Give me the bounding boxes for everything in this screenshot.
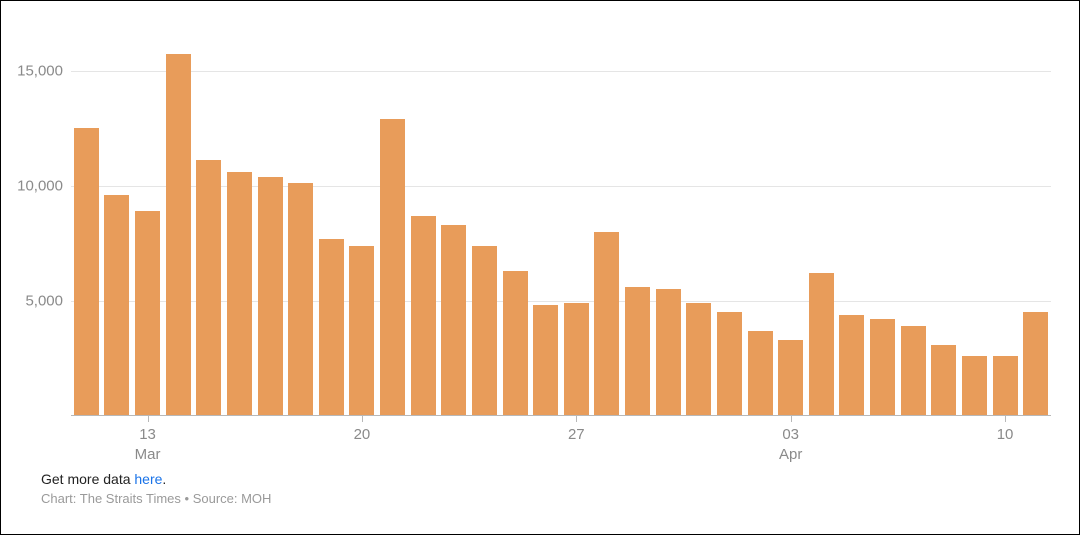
y-tick-label: 15,000: [17, 62, 63, 79]
footer-text-after: .: [162, 471, 166, 487]
bar-slot: [377, 36, 408, 416]
bar: [717, 312, 742, 416]
x-tick: [148, 416, 149, 422]
bar: [594, 232, 619, 416]
bar-slot: [530, 36, 561, 416]
bar-slot: [959, 36, 990, 416]
bar-slot: [592, 36, 623, 416]
bar-slot: [194, 36, 225, 416]
bar: [656, 289, 681, 416]
bar-slot: 03Apr: [775, 36, 806, 416]
x-tick: [362, 416, 363, 422]
bar-slot: [929, 36, 960, 416]
bar-slot: 20: [347, 36, 378, 416]
bar-slot: [285, 36, 316, 416]
bar: [319, 239, 344, 416]
bar: [564, 303, 589, 416]
x-tick-day: 13: [139, 426, 156, 443]
bar: [870, 319, 895, 416]
bar-slot: [469, 36, 500, 416]
bars-container: 13Mar 20 27 03Apr 10: [71, 36, 1051, 416]
bar: [809, 273, 834, 416]
bar: [931, 345, 956, 416]
bar-slot: [837, 36, 868, 416]
bar-slot: [163, 36, 194, 416]
footer-link[interactable]: here: [134, 471, 162, 487]
bar-slot: [316, 36, 347, 416]
bar-slot: 13Mar: [132, 36, 163, 416]
bar-slot: [224, 36, 255, 416]
bar: [258, 177, 283, 417]
x-tick-day: 27: [568, 426, 585, 443]
x-tick: [791, 416, 792, 422]
bar: [1023, 312, 1048, 416]
bar-slot: [408, 36, 439, 416]
footer-text-before: Get more data: [41, 471, 134, 487]
y-tick-label: 5,000: [25, 292, 63, 309]
bar-slot: [684, 36, 715, 416]
bar-slot: [439, 36, 470, 416]
bar: [503, 271, 528, 416]
x-tick-month: Mar: [135, 446, 161, 463]
bar: [686, 303, 711, 416]
bar: [962, 356, 987, 416]
bar-slot: [1020, 36, 1051, 416]
bar-slot: [653, 36, 684, 416]
bar: [380, 119, 405, 416]
bar-slot: [500, 36, 531, 416]
bar: [778, 340, 803, 416]
x-tick: [576, 416, 577, 422]
bar-slot: [102, 36, 133, 416]
bar: [901, 326, 926, 416]
x-tick-day: 03: [782, 426, 799, 443]
bar: [748, 331, 773, 416]
bar-slot: [622, 36, 653, 416]
bar: [227, 172, 252, 416]
bar: [533, 305, 558, 416]
plot-region: 13Mar 20 27 03Apr 10: [71, 36, 1051, 416]
x-tick: [1005, 416, 1006, 422]
bar-slot: [714, 36, 745, 416]
bar: [625, 287, 650, 416]
bar: [441, 225, 466, 416]
bar: [839, 315, 864, 416]
bar-slot: [867, 36, 898, 416]
bar: [472, 246, 497, 416]
bar: [135, 211, 160, 416]
x-axis-baseline: [71, 415, 1051, 416]
bar-slot: 27: [561, 36, 592, 416]
x-tick-month: Apr: [779, 446, 802, 463]
bar: [993, 356, 1018, 416]
bar: [166, 54, 191, 416]
bar-slot: [898, 36, 929, 416]
chart-frame: 13Mar202703Apr10 5,00010,00015,000 Get m…: [0, 0, 1080, 535]
y-tick-label: 10,000: [17, 177, 63, 194]
bar-slot: [255, 36, 286, 416]
bar: [74, 128, 99, 416]
bar-slot: [806, 36, 837, 416]
bar-slot: [745, 36, 776, 416]
bar-slot: [71, 36, 102, 416]
x-tick-day: 10: [997, 426, 1014, 443]
x-tick-day: 20: [354, 426, 371, 443]
footer-attribution: Chart: The Straits Times • Source: MOH: [41, 491, 271, 506]
chart-footer: Get more data here. Chart: The Straits T…: [41, 471, 271, 506]
footer-data-line: Get more data here.: [41, 471, 271, 487]
bar: [349, 246, 374, 416]
bar: [196, 160, 221, 416]
chart-area: 13Mar202703Apr10 5,00010,00015,000: [71, 36, 1051, 416]
bar: [288, 183, 313, 416]
bar-slot: 10: [990, 36, 1021, 416]
bar: [104, 195, 129, 416]
bar: [411, 216, 436, 416]
